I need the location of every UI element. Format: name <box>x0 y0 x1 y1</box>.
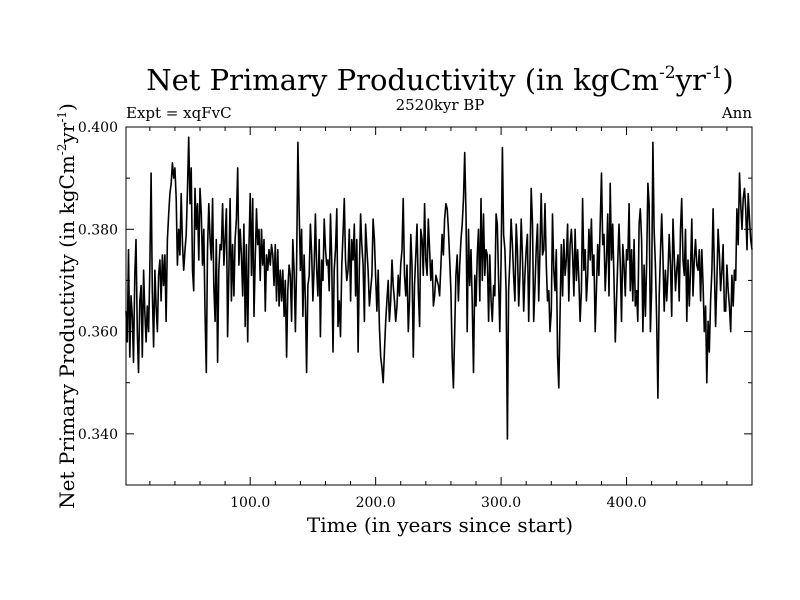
y-axis: 0.340 0.360 0.380 0.400 <box>78 120 752 443</box>
season-label: Ann <box>721 104 752 122</box>
y-tick-label: 0.400 <box>78 120 118 136</box>
x-tick-label: 300.0 <box>481 495 521 511</box>
chart-title: Net Primary Productivity (in kgCm-2yr-1) <box>146 63 734 97</box>
experiment-label: Expt = xqFvC <box>126 104 232 122</box>
y-axis-label: Net Primary Productivity (in kgCm-2yr-1) <box>55 103 79 509</box>
y-tick-label: 0.360 <box>78 325 118 341</box>
subtitle: 2520kyr BP <box>396 96 485 114</box>
x-axis-label: Time (in years since start) <box>307 513 573 537</box>
plot-frame <box>125 126 753 486</box>
y-tick-label: 0.380 <box>78 222 118 238</box>
x-tick-label: 400.0 <box>607 495 647 511</box>
x-axis: 100.0 200.0 300.0 400.0 <box>149 127 728 511</box>
series-line <box>125 136 753 440</box>
y-tick-label: 0.340 <box>78 427 118 443</box>
x-tick-label: 200.0 <box>356 495 396 511</box>
x-tick-label: 100.0 <box>230 495 270 511</box>
